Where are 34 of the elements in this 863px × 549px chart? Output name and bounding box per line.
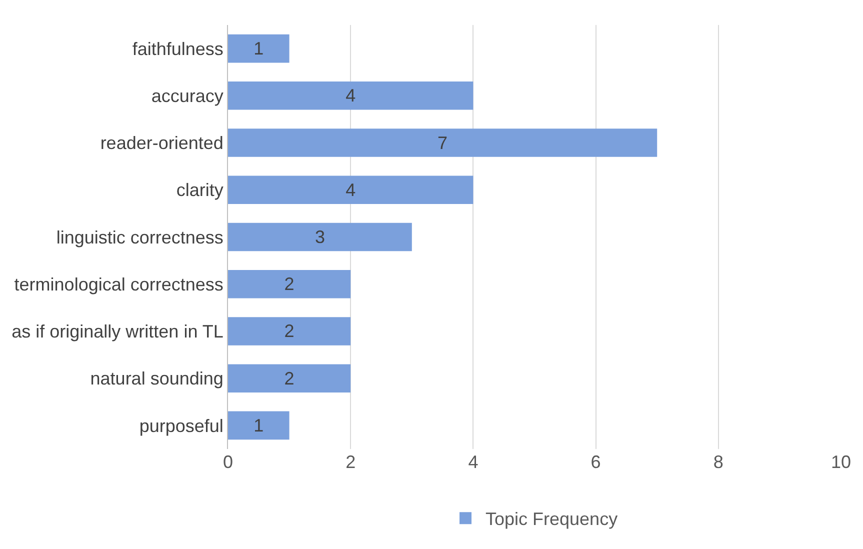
bar [228,34,290,63]
data-label: 4 [346,86,356,106]
legend-label: Topic Frequency [486,509,618,530]
bar [228,317,351,346]
data-label: 4 [346,180,356,200]
bar [228,364,351,392]
bar [228,270,351,298]
x-tick-label: 4 [468,452,478,472]
data-label: 2 [284,274,294,294]
y-tick-label: terminological correctness [14,274,224,294]
data-label: 1 [254,415,264,436]
y-tick-label: reader-oriented [100,133,224,154]
data-label: 1 [254,38,264,59]
y-tick-label: faithfulness [132,38,224,59]
y-tick-label: natural sounding [90,368,224,389]
y-tick-label: linguistic correctness [56,227,224,248]
bar [228,411,290,440]
y-tick-label: accuracy [151,86,224,106]
bar [228,128,658,157]
data-label: 2 [284,368,294,388]
data-label: 2 [284,321,294,342]
bar [228,222,412,252]
bar [228,176,474,204]
y-tick-label: as if originally written in TL [12,322,224,342]
x-tick-label: 6 [590,452,601,472]
bar [228,82,474,110]
x-tick-label: 0 [222,452,234,472]
data-label: 7 [438,132,448,153]
x-tick-label: 8 [713,452,724,472]
x-tick-label: 10 [830,452,852,472]
y-tick-label: purposeful [139,416,224,436]
x-tick-label: 2 [346,452,356,472]
data-label: 3 [314,227,325,247]
y-tick-label: clarity [176,180,224,200]
